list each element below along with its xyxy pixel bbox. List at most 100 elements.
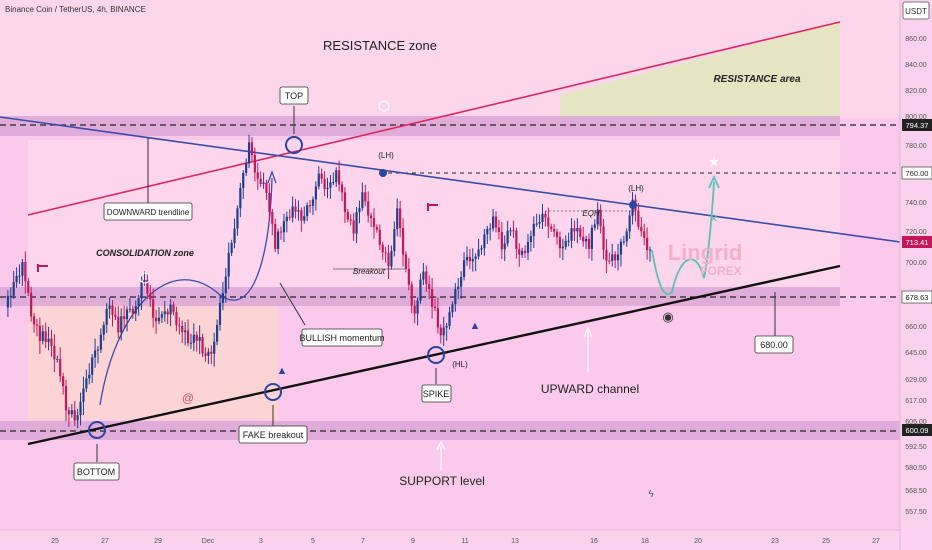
alert-icon-2	[378, 100, 390, 112]
x-tick-label: 25	[822, 538, 830, 545]
candle-body	[297, 210, 300, 212]
candle-body	[207, 351, 210, 356]
support-price-tag	[902, 424, 932, 436]
candle-body	[221, 293, 225, 303]
candle-body	[30, 292, 33, 317]
candle-body	[285, 216, 288, 222]
candle-body	[24, 262, 27, 282]
candle-body	[12, 282, 15, 296]
candle-body	[6, 295, 10, 308]
callout-box	[754, 335, 794, 354]
candle-body	[462, 260, 466, 278]
candle-body	[262, 182, 265, 184]
candle-body	[303, 216, 306, 221]
candles-group	[6, 134, 652, 429]
candle-body	[483, 234, 486, 249]
projection-path	[651, 181, 715, 295]
candle-body	[314, 186, 317, 200]
candle-body	[21, 262, 24, 276]
candle-body	[317, 173, 320, 187]
candle-body	[369, 215, 373, 219]
y-tick-label: 720.00	[905, 229, 927, 236]
candle-body	[419, 279, 422, 301]
candle-body	[439, 327, 442, 336]
candle-body	[436, 308, 440, 328]
candle-body	[489, 228, 492, 230]
candle-body	[105, 308, 108, 325]
candle-body	[387, 253, 390, 267]
channel-arrowhead	[583, 326, 593, 338]
breakout-label: Breakout	[353, 267, 386, 276]
candle-body	[186, 330, 190, 343]
price-axis[interactable]	[900, 0, 932, 550]
downward-trendline-box	[103, 202, 193, 221]
candle-body	[128, 308, 132, 310]
candle-body	[442, 327, 445, 336]
currency-button[interactable]	[902, 1, 930, 20]
candle-body	[564, 240, 567, 247]
candle-body	[233, 228, 236, 243]
candle-body	[175, 312, 178, 326]
candle-body	[41, 331, 44, 341]
support-mid-price-tag	[901, 290, 932, 304]
candle-body	[271, 211, 274, 224]
candle-body	[338, 170, 341, 185]
y-tick-label: 780.00	[905, 143, 927, 150]
y-tick-label: 605.00	[905, 419, 927, 426]
alert-icon	[139, 272, 151, 284]
candle-body	[526, 242, 530, 253]
candle-body	[506, 230, 509, 244]
candle-body	[140, 282, 143, 299]
candle-body	[44, 331, 47, 343]
candle-body	[628, 215, 631, 232]
support-level-label: SUPPORT level	[399, 474, 485, 488]
candle-body	[120, 316, 123, 333]
candle-body	[393, 229, 396, 252]
fake-breakout-label: FAKE breakout	[243, 430, 304, 440]
star-icon: ★	[708, 154, 720, 169]
resistance-area-label: RESISTANCE area	[713, 74, 801, 85]
candle-body	[143, 279, 146, 283]
bullish-momentum-label: BULLISH momentum	[299, 333, 384, 343]
rocket-icon: ▲	[277, 365, 288, 377]
candle-body	[349, 219, 352, 221]
y-tick-label: 800.00	[905, 114, 927, 121]
candle-body	[134, 306, 137, 314]
candle-body	[457, 286, 460, 290]
x-tick-label: 11	[461, 538, 468, 545]
candle-body	[332, 182, 335, 184]
candle-body	[611, 254, 614, 261]
candle-body	[265, 182, 268, 194]
downward-trendline-label: DOWNWARD trendline	[107, 208, 190, 217]
consolidation-zone-label: CONSOLIDATION zone	[96, 248, 194, 258]
x-tick-label: 3	[259, 538, 263, 545]
candle-body	[117, 316, 120, 333]
y-tick-label: 645.00	[905, 350, 927, 357]
time-axis[interactable]	[0, 530, 900, 550]
chart-header-symbol: Binance Coin / TetherUS, 4h, BINANCE	[5, 5, 146, 14]
candle-body	[407, 268, 410, 285]
candle-body	[582, 236, 585, 242]
x-tick-label: 20	[694, 538, 702, 545]
y-tick-label: 580.50	[905, 465, 927, 472]
current-price-label: 713.41	[906, 238, 929, 247]
candle-body	[361, 192, 364, 209]
callout-label: 680.00	[760, 340, 788, 350]
candle-body	[477, 249, 480, 257]
candle-body	[204, 353, 207, 356]
upward-channel-line	[27, 264, 841, 446]
candle-body	[76, 415, 79, 421]
projection-arrowhead	[708, 174, 720, 189]
y-tick-label: 568.50	[905, 488, 927, 495]
candle-body	[242, 172, 245, 189]
candle-body	[111, 305, 114, 315]
x-tick-label: 5	[311, 538, 315, 545]
candle-body	[367, 201, 370, 216]
snail-icon: @	[182, 391, 194, 405]
hl-label: (HL)	[452, 360, 468, 369]
candle-body	[590, 227, 593, 249]
candle-body	[573, 228, 576, 232]
candle-body	[125, 309, 129, 320]
candle-body	[346, 211, 349, 220]
